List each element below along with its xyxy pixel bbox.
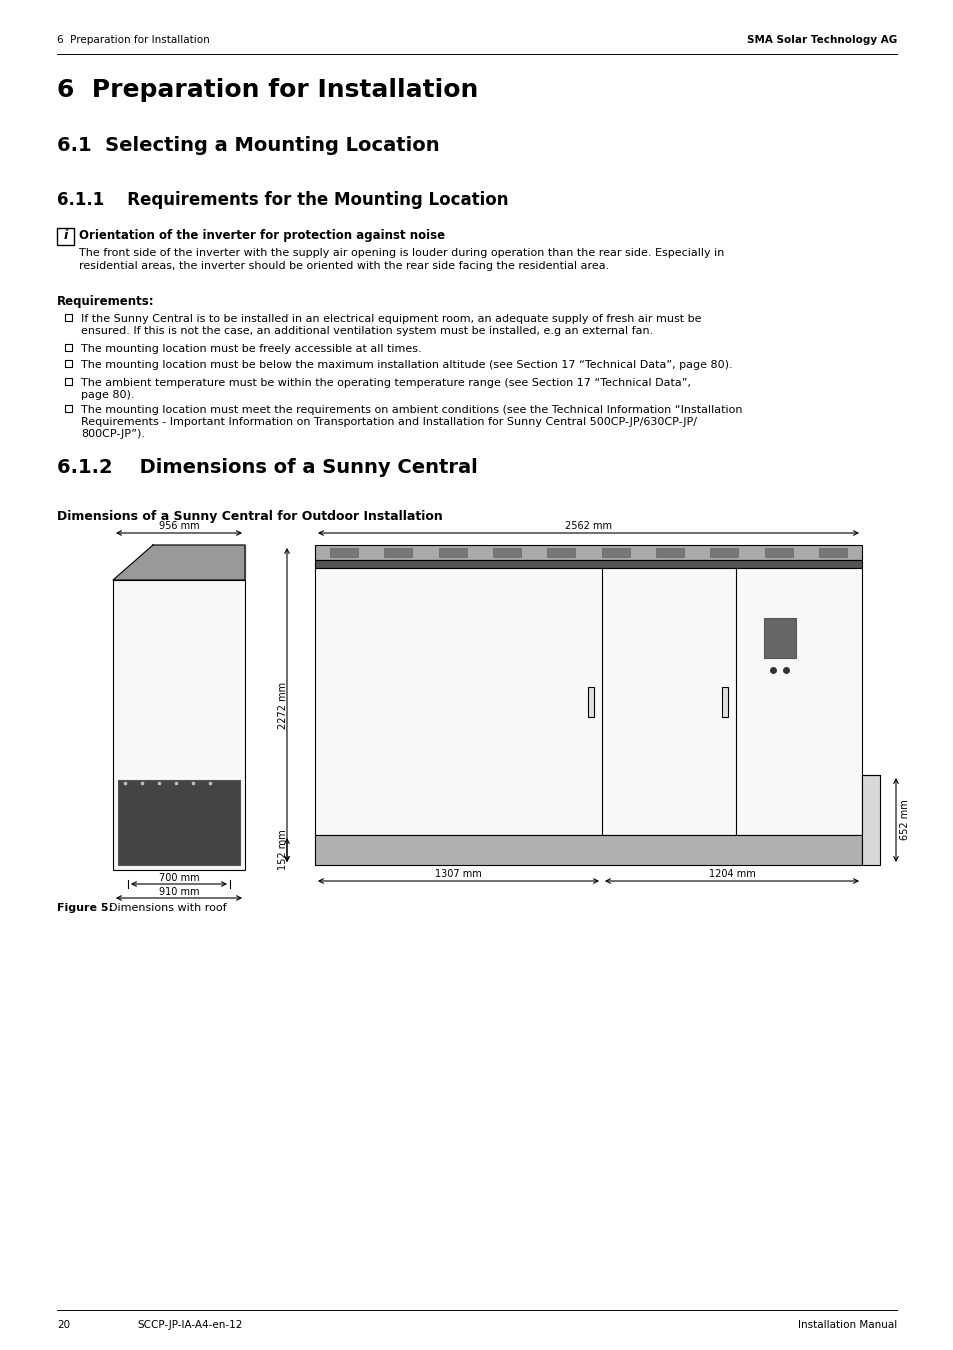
Text: Requirements:: Requirements: [57, 296, 154, 308]
Text: Figure 5:: Figure 5: [57, 903, 112, 913]
Bar [656, 548, 683, 558]
Bar [65, 315, 71, 321]
Text: 6.1.1    Requirements for the Mounting Location: 6.1.1 Requirements for the Mounting Loca… [57, 190, 508, 209]
Text: Dimensions of a Sunny Central for Outdoor Installation: Dimensions of a Sunny Central for Outdoo… [57, 510, 442, 522]
Bar [384, 548, 412, 558]
Bar [438, 548, 466, 558]
Text: residential areas, the inverter should be oriented with the rear side facing the: residential areas, the inverter should b… [79, 261, 609, 271]
Text: Dimensions with roof: Dimensions with roof [109, 903, 227, 913]
Bar [314, 545, 862, 560]
Text: 910 mm: 910 mm [158, 887, 199, 896]
Text: 6  Preparation for Installation: 6 Preparation for Installation [57, 35, 210, 45]
Text: Requirements - Important Information on Transportation and Installation for Sunn: Requirements - Important Information on … [81, 417, 697, 427]
Text: 800CP-JP”).: 800CP-JP”). [81, 429, 145, 439]
Text: 6.1  Selecting a Mounting Location: 6.1 Selecting a Mounting Location [57, 136, 439, 155]
Text: 1307 mm: 1307 mm [435, 869, 481, 879]
Bar [721, 687, 727, 717]
Text: If the Sunny Central is to be installed in an electrical equipment room, an adeq: If the Sunny Central is to be installed … [81, 315, 700, 324]
Polygon shape [112, 545, 245, 580]
Text: 20: 20 [57, 1320, 71, 1330]
Text: 700 mm: 700 mm [158, 873, 199, 883]
Text: Installation Manual: Installation Manual [797, 1320, 896, 1330]
Text: 2272 mm: 2272 mm [277, 682, 288, 729]
Bar [314, 836, 862, 865]
Text: 2562 mm: 2562 mm [564, 521, 612, 531]
Bar [547, 548, 575, 558]
Text: 652 mm: 652 mm [899, 799, 909, 840]
Bar [112, 580, 245, 869]
Text: The front side of the inverter with the supply air opening is louder during oper: The front side of the inverter with the … [79, 248, 723, 258]
Bar [493, 548, 520, 558]
Bar [764, 548, 792, 558]
Bar [818, 548, 846, 558]
FancyBboxPatch shape [57, 228, 74, 244]
Bar [587, 687, 594, 717]
Text: Orientation of the inverter for protection against noise: Orientation of the inverter for protecti… [79, 230, 445, 242]
Text: SMA Solar Technology AG: SMA Solar Technology AG [746, 35, 896, 45]
Text: 6  Preparation for Installation: 6 Preparation for Installation [57, 78, 477, 103]
Text: The mounting location must meet the requirements on ambient conditions (see the : The mounting location must meet the requ… [81, 405, 741, 414]
Bar [763, 618, 795, 657]
Text: The ambient temperature must be within the operating temperature range (see Sect: The ambient temperature must be within t… [81, 378, 690, 387]
Bar [314, 568, 862, 836]
Text: 1204 mm: 1204 mm [708, 869, 755, 879]
Text: The mounting location must be freely accessible at all times.: The mounting location must be freely acc… [81, 344, 421, 354]
Bar [710, 548, 738, 558]
Bar [862, 775, 879, 865]
Text: 152 mm: 152 mm [277, 830, 288, 871]
Text: SCCP-JP-IA-A4-en-12: SCCP-JP-IA-A4-en-12 [137, 1320, 242, 1330]
Text: 956 mm: 956 mm [158, 521, 199, 531]
Bar [314, 560, 862, 568]
Bar [330, 548, 357, 558]
Text: The mounting location must be below the maximum installation altitude (see Secti: The mounting location must be below the … [81, 360, 732, 370]
Bar [65, 344, 71, 351]
Text: 6.1.2    Dimensions of a Sunny Central: 6.1.2 Dimensions of a Sunny Central [57, 458, 477, 477]
Bar [65, 378, 71, 385]
Text: i: i [63, 230, 68, 242]
Text: ensured. If this is not the case, an additional ventilation system must be insta: ensured. If this is not the case, an add… [81, 325, 653, 336]
Bar [65, 360, 71, 367]
Text: page 80).: page 80). [81, 390, 134, 400]
Bar [601, 548, 629, 558]
Bar [65, 405, 71, 412]
Bar [118, 780, 240, 865]
